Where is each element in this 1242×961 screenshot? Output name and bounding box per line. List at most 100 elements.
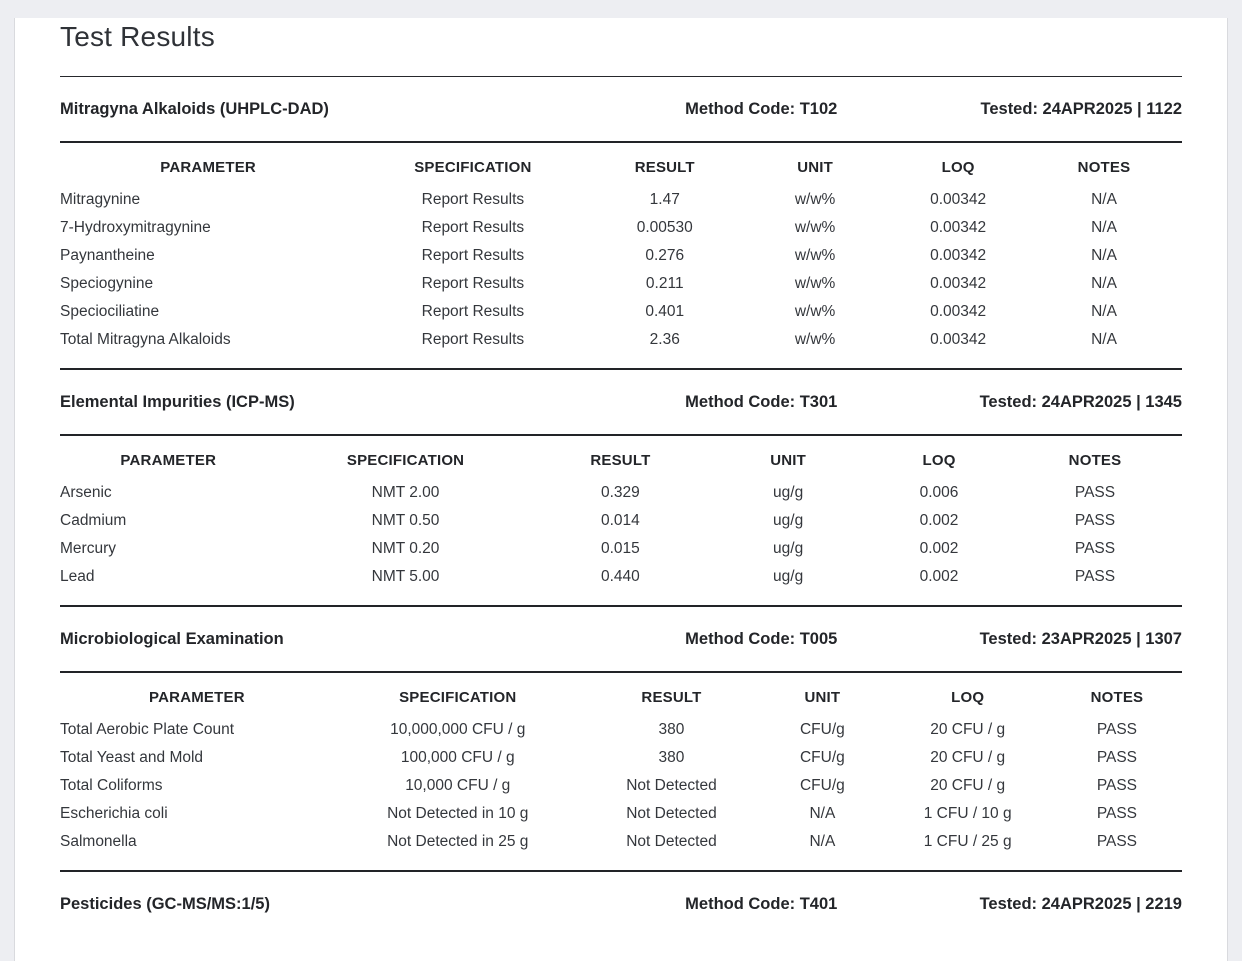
- cell-specification: Not Detected in 25 g: [387, 833, 529, 850]
- sections-container: Mitragyna Alkaloids (UHPLC-DAD) Method C…: [60, 77, 1182, 936]
- cell-result: 0.401: [645, 303, 685, 320]
- cell-specification: Report Results: [421, 219, 525, 236]
- cell-notes: PASS: [1096, 721, 1138, 738]
- cell-result: 380: [658, 749, 685, 766]
- cell-parameter: Mercury: [60, 540, 116, 557]
- section-tested-timestamp: Tested: 23APR2025 | 1307: [979, 630, 1182, 648]
- cell-loq: 0.00342: [930, 191, 987, 208]
- cell-result: 0.015: [601, 540, 640, 557]
- cell-unit: w/w%: [794, 219, 836, 236]
- cell-loq: 0.002: [919, 568, 959, 585]
- cell-loq: 20 CFU / g: [930, 721, 1006, 738]
- table-row: Speciogynine Report Results 0.211 w/w% 0.003…: [60, 270, 1182, 298]
- cell-parameter: Total Yeast and Mold: [60, 749, 204, 766]
- cell-unit: w/w%: [794, 191, 836, 208]
- cell-loq: 20 CFU / g: [930, 777, 1006, 794]
- column-header-result: RESULT: [590, 452, 651, 469]
- test-results-card: Test Results Mitragyna Alkaloids (UHPLC-…: [14, 18, 1228, 961]
- table-row: Mitragynine Report Results 1.47 w/w% 0.00342…: [60, 186, 1182, 214]
- table-header-row: PARAMETER SPECIFICATION RESULT UNIT LOQ NOTES: [60, 672, 1182, 716]
- cell-specification: Report Results: [421, 247, 525, 264]
- table-header-row: PARAMETER SPECIFICATION RESULT UNIT LOQ NOTES: [60, 435, 1182, 479]
- cell-loq: 0.00342: [930, 331, 987, 348]
- cell-result: 1.47: [649, 191, 680, 208]
- table-row: Escherichia coli Not Detected in 10 g Not …: [60, 800, 1182, 828]
- section-name: Elemental Impurities (ICP-MS): [60, 393, 295, 411]
- cell-unit: ug/g: [773, 484, 804, 501]
- table-row: Speciociliatine Report Results 0.401 w/w% 0.…: [60, 298, 1182, 326]
- column-header-parameter: PARAMETER: [160, 159, 256, 176]
- test-section: Mitragyna Alkaloids (UHPLC-DAD) Method C…: [60, 77, 1182, 354]
- results-table: PARAMETER SPECIFICATION RESULT UNIT LOQ NOTES…: [60, 671, 1182, 856]
- cell-specification: 10,000,000 CFU / g: [390, 721, 526, 738]
- column-header-notes: NOTES: [1090, 689, 1144, 706]
- column-header-specification: SPECIFICATION: [414, 159, 532, 176]
- title-divider: [60, 76, 1182, 77]
- table-row: 7-Hydroxymitragynine Report Results 0.0053…: [60, 214, 1182, 242]
- cell-unit: N/A: [809, 805, 836, 822]
- cell-unit: N/A: [809, 833, 836, 850]
- cell-parameter: Speciociliatine: [60, 303, 160, 320]
- table-row: Mercury NMT 0.20 0.015 ug/g 0.002 PASS: [60, 535, 1182, 563]
- section-name: Mitragyna Alkaloids (UHPLC-DAD): [60, 100, 329, 118]
- section-header: Mitragyna Alkaloids (UHPLC-DAD) Method C…: [60, 77, 1182, 141]
- cell-specification: NMT 0.50: [371, 512, 440, 529]
- cell-unit: CFU/g: [799, 749, 845, 766]
- cell-result: Not Detected: [626, 805, 717, 822]
- table-row: Total Coliforms 10,000 CFU / g Not Detecte…: [60, 772, 1182, 800]
- cell-specification: Report Results: [421, 303, 525, 320]
- cell-notes: PASS: [1096, 777, 1138, 794]
- cell-result: Not Detected: [626, 777, 717, 794]
- cell-parameter: Arsenic: [60, 484, 112, 501]
- cell-loq: 0.00342: [930, 275, 987, 292]
- cell-loq: 0.002: [919, 540, 959, 557]
- cell-notes: N/A: [1091, 191, 1117, 208]
- section-tested-timestamp: Tested: 24APR2025 | 2219: [979, 895, 1182, 913]
- section-method-code: Method Code: T102: [685, 100, 838, 118]
- cell-notes: PASS: [1096, 805, 1138, 822]
- table-row: Paynantheine Report Results 0.276 w/w% 0.003…: [60, 242, 1182, 270]
- cell-parameter: 7-Hydroxymitragynine: [60, 219, 211, 236]
- cell-loq: 0.00342: [930, 303, 987, 320]
- section-method-code: Method Code: T401: [685, 895, 838, 913]
- section-method-code: Method Code: T005: [685, 630, 838, 648]
- cell-specification: 100,000 CFU / g: [400, 749, 515, 766]
- column-header-unit: UNIT: [770, 452, 807, 469]
- table-header-row: PARAMETER SPECIFICATION RESULT UNIT LOQ NOTES: [60, 142, 1182, 186]
- cell-specification: NMT 0.20: [371, 540, 440, 557]
- cell-result: 0.329: [601, 484, 640, 501]
- cell-parameter: Total Aerobic Plate Count: [60, 721, 235, 738]
- cell-specification: Report Results: [421, 275, 525, 292]
- table-row: Cadmium NMT 0.50 0.014 ug/g 0.002 PASS: [60, 507, 1182, 535]
- cell-unit: ug/g: [773, 512, 804, 529]
- column-header-unit: UNIT: [797, 159, 833, 176]
- section-method-code: Method Code: T301: [685, 393, 838, 411]
- cell-parameter: Paynantheine: [60, 247, 155, 264]
- cell-loq: 0.00342: [930, 247, 987, 264]
- cell-notes: N/A: [1091, 303, 1117, 320]
- cell-specification: NMT 5.00: [371, 568, 440, 585]
- column-header-loq: LOQ: [951, 689, 985, 706]
- cell-notes: PASS: [1074, 484, 1116, 501]
- cell-specification: Report Results: [421, 331, 525, 348]
- column-header-loq: LOQ: [922, 452, 956, 469]
- column-header-notes: NOTES: [1068, 452, 1122, 469]
- cell-result: 0.276: [645, 247, 685, 264]
- column-header-parameter: PARAMETER: [149, 689, 245, 706]
- cell-specification: 10,000 CFU / g: [405, 777, 511, 794]
- cell-parameter: Salmonella: [60, 833, 137, 850]
- section-header: Microbiological Examination Method Code:…: [60, 607, 1182, 671]
- cell-unit: CFU/g: [799, 721, 845, 738]
- cell-notes: PASS: [1074, 512, 1116, 529]
- cell-parameter: Mitragynine: [60, 191, 141, 208]
- section-tested-timestamp: Tested: 24APR2025 | 1122: [980, 100, 1182, 118]
- results-table: PARAMETER SPECIFICATION RESULT UNIT LOQ NOTES…: [60, 434, 1182, 591]
- cell-notes: PASS: [1074, 568, 1116, 585]
- table-row: Total Mitragyna Alkaloids Report Results 2…: [60, 326, 1182, 354]
- column-header-unit: UNIT: [804, 689, 841, 706]
- cell-parameter: Speciogynine: [60, 275, 154, 292]
- cell-unit: w/w%: [794, 247, 836, 264]
- cell-notes: N/A: [1091, 219, 1117, 236]
- section-name: Pesticides (GC-MS/MS:1/5): [60, 895, 270, 913]
- cell-notes: PASS: [1074, 540, 1116, 557]
